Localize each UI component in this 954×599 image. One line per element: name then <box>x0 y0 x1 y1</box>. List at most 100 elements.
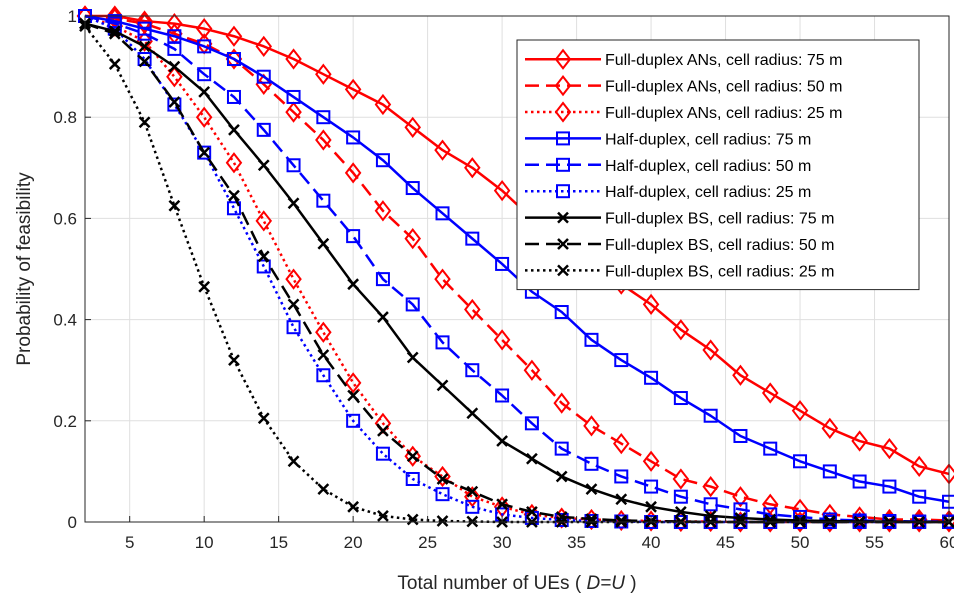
data-point <box>315 321 332 343</box>
data-point <box>286 320 301 335</box>
data-point <box>881 438 898 460</box>
data-point <box>524 416 539 431</box>
data-point <box>464 298 481 321</box>
data-point <box>465 363 480 378</box>
data-point <box>732 364 749 386</box>
legend: Full-duplex ANs, cell radius: 75 m Full-d… <box>516 39 920 291</box>
data-point <box>198 280 211 293</box>
x-axis-label-italic: D=U <box>586 573 625 594</box>
data-point <box>316 193 331 208</box>
legend-item: Full-duplex ANs, cell radius: 25 m <box>525 101 842 123</box>
data-point <box>466 407 479 420</box>
data-point <box>434 139 451 161</box>
data-point <box>347 278 360 291</box>
data-point <box>317 237 330 250</box>
x-tick-label: 20 <box>344 533 363 552</box>
data-point <box>285 48 302 70</box>
x-tick-label: 35 <box>567 533 586 552</box>
data-point <box>556 184 570 199</box>
data-point <box>464 157 481 179</box>
data-point <box>493 496 511 518</box>
data-point <box>584 332 599 347</box>
legend-box <box>516 39 920 291</box>
data-point <box>495 256 510 271</box>
data-point <box>791 400 809 422</box>
y-tick-label: 1 <box>68 7 77 26</box>
x-tick-label: 60 <box>940 533 954 552</box>
legend-item: Half-duplex, cell radius: 25 m <box>525 184 811 201</box>
data-point <box>554 441 569 456</box>
data-point <box>347 389 360 402</box>
data-point <box>554 48 572 70</box>
data-point <box>465 499 480 514</box>
data-point <box>733 428 748 443</box>
data-point <box>644 370 659 385</box>
data-point <box>195 18 213 40</box>
data-point <box>108 27 121 40</box>
data-point <box>346 413 361 428</box>
data-point <box>138 40 151 53</box>
data-point <box>405 181 420 196</box>
data-point <box>285 268 302 290</box>
data-point <box>374 93 392 116</box>
y-tick-label: 0.4 <box>53 311 77 330</box>
axis-ticks: 5 10 15 20 25 30 35 40 45 50 55 60 0 0.2 0.4 0.6 0.8 1 <box>53 7 954 552</box>
data-point <box>344 78 362 100</box>
data-point <box>556 131 570 146</box>
data-point <box>435 487 450 502</box>
data-point <box>375 446 390 461</box>
data-point <box>645 500 657 513</box>
series-line <box>84 14 949 524</box>
data-point <box>583 415 600 437</box>
data-point <box>674 505 687 518</box>
data-point <box>672 319 690 341</box>
data-point <box>168 96 181 108</box>
data-point <box>435 335 450 350</box>
data-point <box>672 468 690 490</box>
data-point <box>257 159 270 172</box>
data-point <box>732 486 749 508</box>
data-point <box>464 486 481 508</box>
data-point <box>673 489 688 504</box>
data-point <box>465 231 480 246</box>
data-point <box>615 493 628 506</box>
data-point <box>793 454 808 469</box>
x-tick-label: 45 <box>716 533 735 552</box>
x-tick-label: 10 <box>195 533 214 552</box>
data-point <box>554 305 569 320</box>
data-point <box>138 55 151 68</box>
data-point <box>526 505 538 518</box>
data-point <box>495 388 510 403</box>
y-tick-label: 0.8 <box>53 108 77 127</box>
x-axis-label-end: ) <box>630 573 636 594</box>
data-point <box>435 206 450 221</box>
x-axis-label: Total number of UEs ( D=U ) <box>397 573 636 594</box>
data-point <box>377 510 389 522</box>
legend-label: Full-duplex ANs, cell radius: 25 m <box>605 105 842 122</box>
data-point <box>822 464 837 479</box>
data-point <box>374 200 392 222</box>
data-point <box>406 513 419 526</box>
data-point <box>287 298 300 311</box>
y-axis-label: Probability of feasibility <box>14 172 35 366</box>
data-point <box>286 158 301 173</box>
data-point <box>375 272 390 287</box>
data-point <box>226 201 241 216</box>
data-point <box>556 157 570 172</box>
data-point <box>225 25 243 47</box>
data-point <box>614 353 629 368</box>
data-point <box>287 197 300 210</box>
data-point <box>256 69 271 84</box>
x-tick-label: 50 <box>791 533 810 552</box>
x-tick-label: 5 <box>125 533 134 552</box>
data-point <box>137 52 152 67</box>
data-point <box>138 116 151 129</box>
data-point <box>377 311 389 323</box>
data-point <box>317 349 330 361</box>
data-point <box>198 146 211 159</box>
data-point <box>554 512 569 527</box>
data-point <box>225 152 243 174</box>
legend-item: Half-duplex, cell radius: 50 m <box>525 157 811 175</box>
data-point <box>197 67 212 82</box>
data-point <box>557 238 569 250</box>
